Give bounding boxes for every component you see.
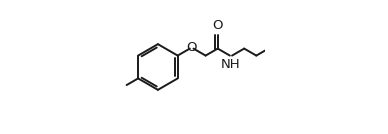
Text: O: O: [213, 19, 223, 32]
Text: NH: NH: [221, 58, 241, 71]
Text: O: O: [186, 41, 197, 54]
